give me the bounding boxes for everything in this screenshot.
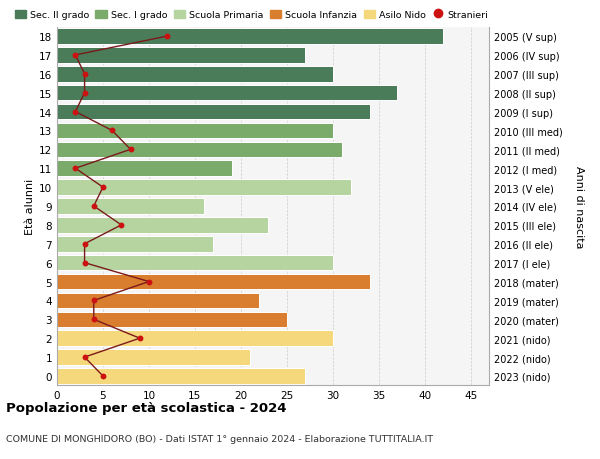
Point [116, 222, 126, 229]
Point [89, 297, 98, 304]
Bar [57, 236, 213, 252]
Bar [57, 48, 305, 63]
Point [71, 52, 80, 60]
Bar [57, 199, 204, 214]
Bar [57, 312, 287, 327]
Bar [57, 180, 351, 196]
Bar [57, 105, 370, 120]
Point [135, 335, 145, 342]
Point [98, 372, 108, 380]
Point [89, 203, 98, 210]
Point [107, 128, 117, 135]
Bar [57, 369, 305, 384]
Point [71, 165, 80, 173]
Bar [57, 142, 342, 158]
Y-axis label: Età alunni: Età alunni [25, 179, 35, 235]
Bar [57, 255, 333, 271]
Point [80, 259, 89, 267]
Bar [57, 86, 397, 101]
Point [80, 353, 89, 361]
Point [126, 146, 136, 154]
Bar [57, 331, 333, 346]
Point [163, 34, 172, 41]
Bar [57, 161, 232, 177]
Point [144, 278, 154, 285]
Bar [57, 274, 370, 290]
Legend: Sec. II grado, Sec. I grado, Scuola Primaria, Scuola Infanzia, Asilo Nido, Stran: Sec. II grado, Sec. I grado, Scuola Prim… [11, 7, 492, 24]
Point [80, 241, 89, 248]
Point [71, 109, 80, 116]
Point [89, 316, 98, 323]
Bar [57, 29, 443, 45]
Text: COMUNE DI MONGHIDORO (BO) - Dati ISTAT 1° gennaio 2024 - Elaborazione TUTTITALIA: COMUNE DI MONGHIDORO (BO) - Dati ISTAT 1… [6, 434, 433, 442]
Point [80, 90, 89, 97]
Point [80, 71, 89, 78]
Bar [57, 293, 259, 308]
Point [98, 184, 108, 191]
Bar [57, 123, 333, 139]
Text: Popolazione per età scolastica - 2024: Popolazione per età scolastica - 2024 [6, 401, 287, 414]
Bar [57, 67, 333, 82]
Y-axis label: Anni di nascita: Anni di nascita [574, 165, 584, 248]
Bar [57, 350, 250, 365]
Bar [57, 218, 268, 233]
